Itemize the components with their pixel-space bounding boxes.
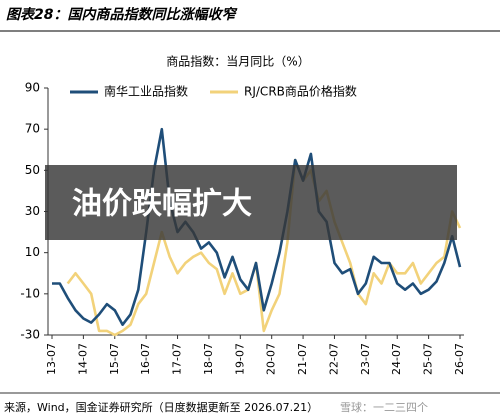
series-line xyxy=(66,158,462,337)
x-tick-label: 13-07 xyxy=(45,343,58,375)
y-tick-label: -10 xyxy=(20,286,40,300)
legend-label: RJ/CRB商品价格指数 xyxy=(244,84,357,99)
watermark: 雪球：一二三四个 xyxy=(340,400,428,414)
y-tick-label: 90 xyxy=(25,81,40,95)
x-tick-label: 16-07 xyxy=(139,343,152,375)
chart-title: 图表28：国内商品指数同比涨幅收窄 xyxy=(6,6,237,23)
y-tick-label: 50 xyxy=(25,163,40,177)
x-tick-label: 25-07 xyxy=(422,343,435,375)
y-tick-label: 10 xyxy=(25,245,40,259)
x-tick-label: 24-07 xyxy=(390,343,403,375)
x-tick-label: 17-07 xyxy=(171,343,184,375)
legend-label: 南华工业品指数 xyxy=(104,84,188,99)
y-tick-label: 30 xyxy=(25,204,40,218)
axis-unit: 商品指数：当月同比（%） xyxy=(166,54,309,69)
series-line xyxy=(52,127,462,326)
x-tick-label: 22-07 xyxy=(327,343,340,375)
x-tick-label: 14-07 xyxy=(76,343,89,375)
source: 来源，Wind，国金证券研究所（日度数据更新至 2026.07.21） xyxy=(4,400,318,414)
y-tick-label: -30 xyxy=(20,328,40,342)
overlay-banner xyxy=(45,165,457,240)
y-tick-label: 70 xyxy=(25,122,40,136)
plot: -30 -10 10 30 50 70 90 13-07 14-07 15-07 16-07 17-0… xyxy=(20,81,466,375)
x-tick-label: 19-07 xyxy=(233,343,246,375)
x-tick-label: 26-07 xyxy=(453,343,466,375)
x-tick-label: 15-07 xyxy=(108,343,121,375)
x-tick-label: 23-07 xyxy=(359,343,372,375)
x-tick-label: 20-07 xyxy=(265,343,278,375)
overlay-text: 油价跌幅扩大 xyxy=(72,187,252,222)
x-tick-label: 21-07 xyxy=(296,343,309,375)
x-tick-label: 18-07 xyxy=(202,343,215,375)
